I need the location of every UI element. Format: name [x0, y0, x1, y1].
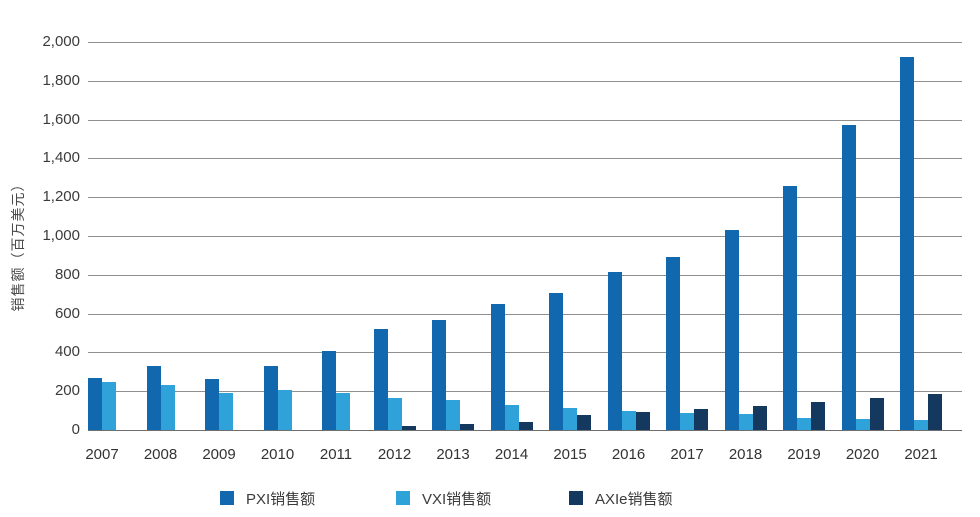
- y-tick-label: 400: [54, 343, 80, 361]
- bar-VXI销售额-2013: [446, 399, 460, 430]
- gridline: [88, 42, 962, 43]
- bar-VXI销售额-2015: [563, 407, 577, 430]
- bar-VXI销售额-2009: [219, 392, 233, 430]
- bar-PXI销售额-2017: [666, 257, 680, 430]
- x-axis-baseline: [88, 430, 962, 431]
- x-tick-label: 2018: [728, 446, 763, 463]
- y-tick-label: 0: [71, 421, 80, 438]
- y-tick-label: 2,000: [42, 33, 80, 50]
- bar-VXI销售额-2012: [387, 397, 402, 430]
- gridline: [88, 391, 962, 393]
- bar-PXI销售额-2019: [783, 185, 797, 430]
- bar-PXI销售额-2013: [432, 320, 446, 430]
- x-tick-label: 2015: [553, 446, 587, 463]
- y-tick-label: 200: [54, 382, 80, 400]
- bar-VXI销售额-2014: [504, 404, 519, 430]
- bar-PXI销售额-2007: [88, 377, 102, 430]
- y-tick-label: 1,600: [42, 110, 80, 128]
- gridline: [88, 236, 962, 237]
- x-tick-label: 2007: [85, 446, 119, 463]
- x-tick-label: 2010: [260, 446, 295, 463]
- legend-item-AXIe销售额: AXIe销售额: [569, 489, 673, 508]
- bar-VXI销售额-2019: [797, 418, 811, 430]
- legend-label: AXIe销售额: [595, 490, 673, 508]
- legend-swatch-icon: [220, 491, 234, 505]
- bar-PXI销售额-2015: [549, 293, 563, 430]
- bar-AXIe销售额-2017: [694, 408, 708, 430]
- x-tick-label: 2016: [611, 446, 646, 463]
- x-tick-label: 2011: [319, 446, 353, 463]
- bar-AXIe销售额-2012: [401, 426, 416, 430]
- gridline: [88, 80, 962, 82]
- bar-PXI销售额-2012: [373, 329, 388, 430]
- bar-AXIe销售额-2016: [635, 412, 650, 430]
- y-tick-label: 600: [54, 304, 80, 322]
- legend-swatch-icon: [396, 491, 410, 505]
- bar-AXIe销售额-2019: [811, 401, 825, 430]
- bar-AXIe销售额-2018: [752, 405, 767, 430]
- bar-VXI销售额-2017: [680, 412, 694, 430]
- gridline: [88, 197, 962, 199]
- gridline: [88, 313, 962, 315]
- y-tick-label: 1,000: [42, 227, 80, 244]
- bar-PXI销售额-2020: [841, 125, 856, 430]
- x-tick-label: 2021: [904, 446, 938, 463]
- bar-PXI销售额-2009: [205, 379, 219, 430]
- x-tick-label: 2009: [202, 446, 236, 463]
- bar-AXIe销售额-2013: [460, 424, 474, 430]
- legend-item-VXI销售额: VXI销售额: [396, 489, 492, 508]
- x-tick-label: 2019: [787, 446, 821, 463]
- bar-PXI销售额-2016: [607, 271, 622, 430]
- gridline: [88, 158, 962, 160]
- legend-item-PXI销售额: PXI销售额: [220, 489, 316, 508]
- bar-PXI销售额-2008: [146, 365, 161, 430]
- bar-VXI销售额-2011: [336, 393, 350, 430]
- legend-swatch-icon: [569, 491, 583, 505]
- bar-VXI销售额-2020: [855, 419, 870, 430]
- y-tick-label: 800: [54, 265, 80, 283]
- bar-VXI销售额-2021: [914, 419, 928, 430]
- bar-PXI销售额-2011: [322, 351, 336, 430]
- y-tick-label: 1,200: [42, 188, 80, 206]
- bar-VXI销售额-2008: [160, 384, 175, 430]
- x-tick-label: 2012: [377, 446, 412, 463]
- bar-PXI销售额-2014: [490, 303, 505, 430]
- bar-VXI销售额-2016: [621, 410, 636, 430]
- bar-PXI销售额-2021: [900, 56, 914, 430]
- bar-VXI销售额-2010: [277, 390, 292, 430]
- gridline: [88, 119, 962, 121]
- x-tick-label: 2008: [143, 446, 178, 463]
- y-tick-label: 1,800: [42, 71, 80, 89]
- gridline: [88, 352, 962, 354]
- bar-AXIe销售额-2021: [928, 394, 942, 430]
- x-tick-label: 2014: [494, 446, 529, 463]
- y-tick-label: 1,400: [42, 149, 80, 167]
- bar-AXIe销售额-2014: [518, 422, 533, 430]
- bar-VXI销售额-2007: [102, 381, 116, 430]
- gridline: [88, 274, 962, 276]
- legend-label: PXI销售额: [246, 490, 316, 508]
- x-tick-label: 2017: [670, 446, 704, 463]
- bar-AXIe销售额-2020: [869, 397, 884, 430]
- bar-PXI销售额-2018: [724, 230, 739, 430]
- bar-VXI销售额-2018: [738, 414, 753, 430]
- x-tick-label: 2020: [845, 446, 880, 463]
- bar-PXI销售额-2010: [263, 365, 278, 430]
- legend-label: VXI销售额: [422, 490, 492, 508]
- x-tick-label: 2013: [436, 446, 470, 463]
- bar-AXIe销售额-2015: [577, 415, 591, 430]
